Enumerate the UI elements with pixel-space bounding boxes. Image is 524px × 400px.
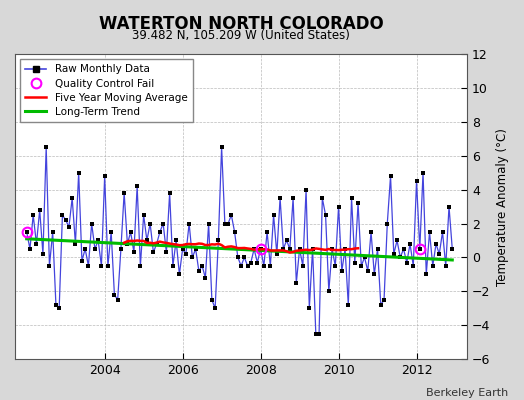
Legend: Raw Monthly Data, Quality Control Fail, Five Year Moving Average, Long-Term Tren: Raw Monthly Data, Quality Control Fail, …	[20, 59, 192, 122]
Text: 39.482 N, 105.209 W (United States): 39.482 N, 105.209 W (United States)	[132, 29, 350, 42]
Text: Berkeley Earth: Berkeley Earth	[426, 388, 508, 398]
Title: WATERTON NORTH COLORADO: WATERTON NORTH COLORADO	[99, 15, 384, 33]
Y-axis label: Temperature Anomaly (°C): Temperature Anomaly (°C)	[496, 128, 509, 286]
